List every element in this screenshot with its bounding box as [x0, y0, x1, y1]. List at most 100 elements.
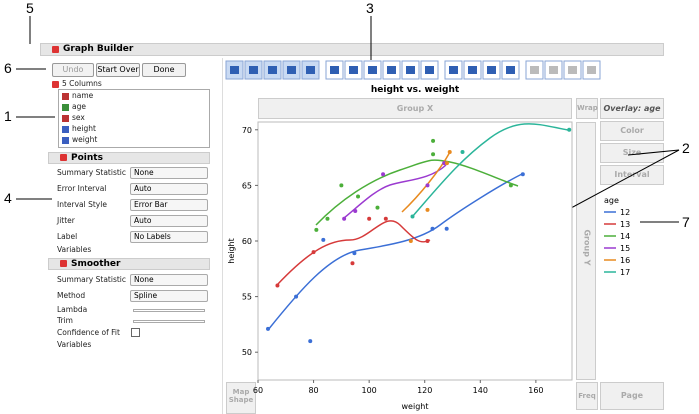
- slider[interactable]: [133, 320, 205, 323]
- column-item[interactable]: name: [72, 91, 94, 100]
- done-button[interactable]: Done: [142, 63, 186, 77]
- toolbar-glyph: [506, 66, 515, 74]
- slider-label: Trim: [57, 316, 73, 325]
- color-zone[interactable]: Color: [600, 121, 664, 141]
- data-point: [339, 183, 344, 188]
- slider[interactable]: [133, 309, 205, 312]
- data-point: [520, 172, 525, 177]
- overlay-zone[interactable]: Overlay: age: [600, 98, 664, 119]
- legend-entry: 13: [620, 220, 630, 229]
- freq-zone[interactable]: Freq: [576, 382, 598, 410]
- data-point: [444, 161, 449, 166]
- option-select[interactable]: Auto: [130, 183, 208, 195]
- column-icon: [62, 93, 69, 100]
- y-tick-label: 65: [242, 181, 252, 190]
- toolbar-glyph: [349, 66, 358, 74]
- x-tick-label: 140: [473, 386, 488, 395]
- option-label: Label: [57, 232, 78, 241]
- option-label: Method: [57, 291, 86, 300]
- data-point: [367, 216, 372, 221]
- x-tick-label: 160: [528, 386, 543, 395]
- plot-frame: [257, 121, 573, 381]
- divider: [222, 58, 223, 414]
- legend-entry: 14: [620, 232, 630, 241]
- menu-icon[interactable]: [60, 260, 67, 267]
- toolbar-glyph: [406, 66, 415, 74]
- x-tick-label: 120: [417, 386, 432, 395]
- x-axis-label: weight: [402, 402, 429, 411]
- column-icon: [62, 115, 69, 122]
- group-y-zone[interactable]: Group Y: [576, 122, 596, 380]
- data-point: [410, 214, 415, 219]
- data-point: [325, 216, 330, 221]
- data-point: [350, 261, 355, 266]
- data-point: [425, 183, 430, 188]
- option-select[interactable]: No Labels: [130, 231, 208, 243]
- variables-label: Variables: [57, 245, 92, 254]
- columns-title: 5 Columns: [62, 79, 102, 88]
- y-tick-label: 55: [242, 293, 252, 302]
- toolbar-glyph: [587, 66, 596, 74]
- data-point: [321, 237, 326, 242]
- legend-entry: 16: [620, 256, 630, 265]
- smoother-curve: [411, 123, 569, 218]
- option-select[interactable]: Spline: [130, 290, 208, 302]
- column-item[interactable]: age: [72, 102, 86, 111]
- option-select[interactable]: None: [130, 274, 208, 286]
- size-zone[interactable]: Size: [600, 143, 664, 163]
- y-tick-label: 70: [242, 126, 252, 135]
- x-tick-label: 80: [308, 386, 318, 395]
- data-point: [352, 251, 357, 256]
- data-point: [444, 226, 449, 231]
- option-select[interactable]: None: [130, 167, 208, 179]
- data-point: [425, 238, 430, 243]
- legend-entry: 12: [620, 208, 630, 217]
- panel-title: Points: [71, 153, 103, 163]
- toolbar-glyph: [249, 66, 258, 74]
- callout: 6: [4, 60, 12, 76]
- smoother-curve: [267, 173, 523, 331]
- column-icon: [62, 126, 69, 133]
- option-label: Jitter: [57, 216, 75, 225]
- column-icon: [62, 137, 69, 144]
- map-shape-zone[interactable]: Map Shape: [226, 382, 256, 414]
- toolbar-glyph: [449, 66, 458, 74]
- callout: 3: [366, 0, 374, 16]
- checkbox[interactable]: [131, 328, 140, 337]
- option-label: Interval Style: [57, 200, 107, 209]
- legend-entry: 15: [620, 244, 630, 253]
- data-point: [567, 127, 572, 132]
- data-point: [425, 207, 430, 212]
- menu-icon[interactable]: [52, 46, 59, 53]
- data-point: [431, 138, 436, 143]
- menu-icon[interactable]: [60, 154, 67, 161]
- data-point: [383, 216, 388, 221]
- column-item[interactable]: sex: [72, 113, 85, 122]
- option-select[interactable]: Auto: [130, 215, 208, 227]
- wrap-zone[interactable]: Wrap: [576, 98, 598, 119]
- data-point: [294, 294, 299, 299]
- legend-entry: 17: [620, 268, 630, 277]
- smoother-curve: [315, 159, 519, 226]
- data-point: [308, 339, 313, 344]
- panel-header: Smoother: [48, 258, 210, 270]
- column-icon: [62, 104, 69, 111]
- undo-button[interactable]: Undo: [52, 63, 94, 77]
- data-point: [353, 208, 358, 213]
- column-item[interactable]: height: [72, 124, 96, 133]
- column-item[interactable]: weight: [72, 135, 98, 144]
- page-zone[interactable]: Page: [600, 382, 664, 410]
- x-tick-label: 100: [362, 386, 377, 395]
- data-point: [266, 326, 271, 331]
- callout: 4: [4, 190, 12, 206]
- option-select[interactable]: Error Bar: [130, 199, 208, 211]
- option-label: Error Interval: [57, 184, 107, 193]
- toolbar-glyph: [387, 66, 396, 74]
- menu-icon[interactable]: [52, 81, 59, 88]
- group-x-zone[interactable]: Group X: [258, 98, 572, 119]
- variables-label: Variables: [57, 340, 92, 349]
- start-over-button[interactable]: Start Over: [96, 63, 140, 77]
- toolbar-glyph: [306, 66, 315, 74]
- panel-header: Points: [48, 152, 210, 164]
